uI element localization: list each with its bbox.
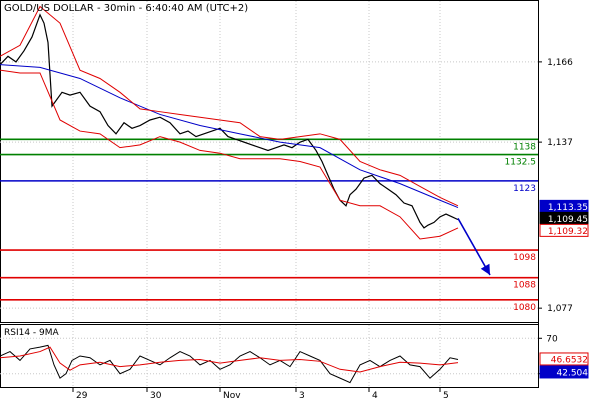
price-series-line-1 [0,64,459,209]
x-tick-label-2: Nov [223,391,241,400]
x-tick-labels: 29 30 Nov 3 4 5 [72,388,449,400]
rsi-series-line-0 [0,344,459,384]
x-tick-label-4: 4 [372,391,378,400]
level-label-2: 1123 [513,184,536,194]
rsi-tag-box-0 [539,352,589,366]
level-label-3: 1098 [513,253,536,263]
level-label-4: 1088 [513,281,536,291]
price-tag-label-1: 1,109.45 [548,215,588,225]
y-tick-label-1: 1,137 [547,138,573,148]
forecast-arrow-shaft [457,217,491,276]
price-tag-label-0: 1,113.35 [548,203,588,213]
rsi-title: RSI14 - 9MA [4,328,60,338]
level-label-1: 1132.5 [505,158,537,168]
level-label-5: 1080 [513,303,536,313]
grid [0,1,538,387]
level-label-0: 1138 [513,142,536,152]
rsi-series [0,344,459,384]
level-lines: 1138 1132.5 1123 1098 1088 1080 [0,138,538,313]
forecast-arrow-head [480,263,490,275]
rsi-tick-label-0: 70 [546,334,558,344]
price-tags: 1,113.35 1,109.45 1,109.32 46.6532 42.504 [539,199,589,379]
price-series-line-2 [0,5,459,207]
chart-title: GOLD/US DOLLAR - 30min - 6:40:40 AM (UTC… [4,3,248,14]
rsi-tag-label-0: 46.6532 [551,355,588,365]
x-tick-label-0: 29 [76,391,88,400]
x-tick-label-1: 30 [150,391,162,400]
x-tick-label-5: 5 [443,391,449,400]
rsi-tag-label-1: 42.504 [557,368,589,378]
price-series-line-3 [0,69,459,240]
price-pane-frame [0,0,539,323]
rsi-tag-box-1 [539,365,589,379]
forecast-arrow [457,217,491,276]
rsi-series-line-1 [0,346,459,373]
price-tag-label-2: 1,109.32 [548,227,588,237]
price-series [0,5,459,240]
y-tick-label-2: 1,077 [547,304,573,314]
price-tag-box-2 [539,223,589,237]
price-series-line-0 [0,13,459,229]
y-tick-label-0: 1,166 [547,58,573,68]
x-tick-label-3: 3 [299,391,305,400]
